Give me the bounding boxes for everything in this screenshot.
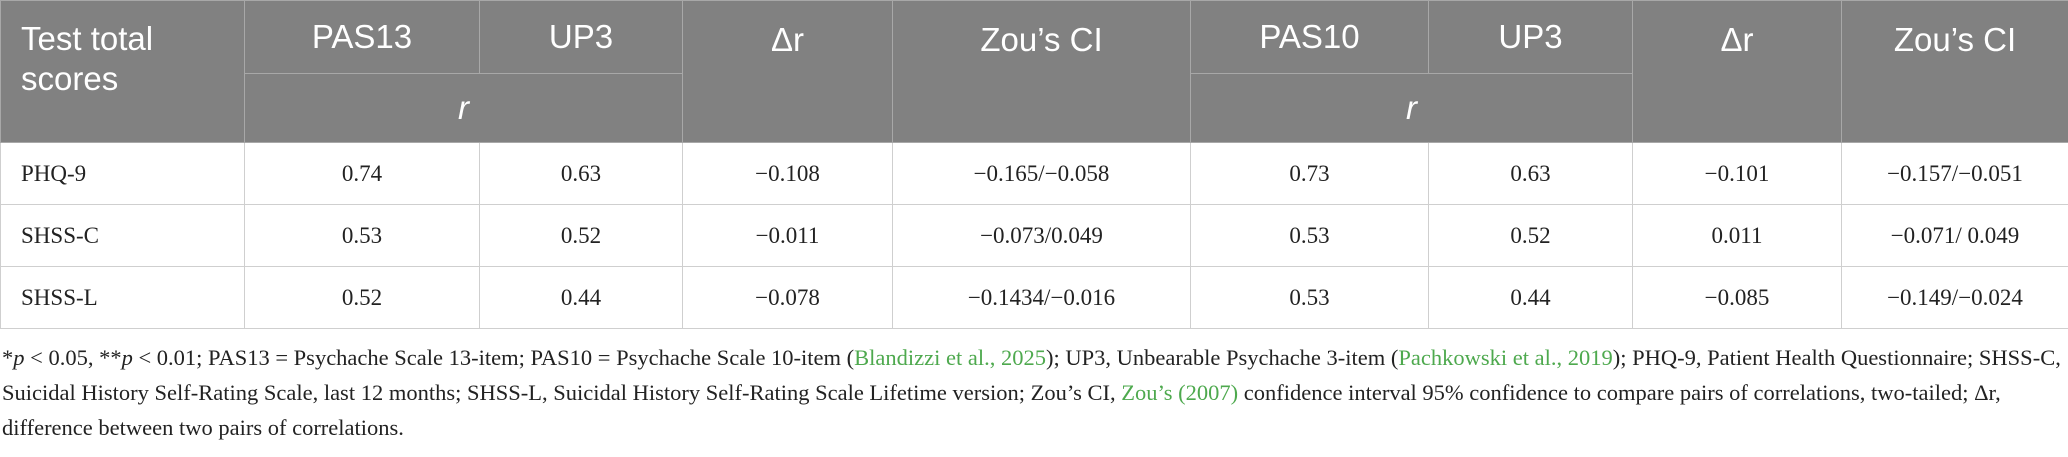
footnote-text: < 0.05, ** — [24, 345, 122, 370]
header-cell: UP3 — [479, 0, 683, 74]
table-head: Test total scores PAS13 UP3 Δr Zou’s CI … — [0, 0, 2068, 143]
row-label: PHQ-9 — [0, 142, 245, 205]
table-cell: 0.73 — [1190, 142, 1429, 205]
table-body: PHQ-9 0.74 0.63 −0.108 −0.165/−0.058 0.73 0.63… — [0, 142, 2068, 329]
table-cell: −0.149/−0.024 — [1841, 266, 2068, 329]
table-cell: 0.52 — [244, 266, 480, 329]
header-cell: Δr — [1632, 0, 1842, 143]
table-row: SHSS-L 0.52 0.44 −0.078 −0.1434/−0.016 0.53 0.… — [0, 266, 2068, 329]
row-label: SHSS-C — [0, 204, 245, 267]
table-cell: 0.011 — [1632, 204, 1842, 267]
row-label: SHSS-L — [0, 266, 245, 329]
table-row: PHQ-9 0.74 0.63 −0.108 −0.165/−0.058 0.73 0.63… — [0, 142, 2068, 205]
table-cell: 0.44 — [479, 266, 683, 329]
table-cell: 0.53 — [1190, 204, 1429, 267]
header-cell: Zou’s CI — [1841, 0, 2068, 143]
table-cell: −0.157/−0.051 — [1841, 142, 2068, 205]
table-cell: −0.011 — [682, 204, 893, 267]
citation-link[interactable]: Pachkowski et al., 2019 — [1398, 345, 1613, 370]
header-row: r r — [1, 73, 2068, 143]
table-cell: −0.165/−0.058 — [892, 142, 1191, 205]
footnote-text: p — [13, 345, 25, 370]
table-row: SHSS-C 0.53 0.52 −0.011 −0.073/0.049 0.53 0.52… — [0, 204, 2068, 267]
header-cell: r — [244, 73, 683, 143]
footnote: *p < 0.05, **p < 0.01; PAS13 = Psychache… — [2, 340, 2062, 445]
citation-link[interactable]: Blandizzi et al., 2025 — [854, 345, 1046, 370]
table-cell: 0.63 — [1428, 142, 1633, 205]
footnote-text: ); UP3, Unbearable Psychache 3-item ( — [1046, 345, 1399, 370]
header-cell: r — [1190, 73, 1633, 143]
footnote-text: < 0.01; PAS13 = Psychache Scale 13-item;… — [132, 345, 855, 370]
header-cell: Test total scores — [0, 0, 245, 143]
footnote-text: ); PHQ-9, Patient Health Questionnaire; … — [2, 345, 2061, 405]
table-cell: 0.44 — [1428, 266, 1633, 329]
table-cell: 0.52 — [1428, 204, 1633, 267]
table-cell: 0.53 — [1190, 266, 1429, 329]
table-cell: −0.073/0.049 — [892, 204, 1191, 267]
table-cell: 0.74 — [244, 142, 480, 205]
footnote-text: p — [121, 345, 133, 370]
footnote-text: * — [2, 345, 14, 370]
header-row: Test total scores PAS13 UP3 Δr Zou’s CI … — [0, 0, 2068, 143]
table-cell: 0.52 — [479, 204, 683, 267]
table-cell: −0.085 — [1632, 266, 1842, 329]
header-cell: PAS10 — [1190, 0, 1429, 74]
header-cell: Zou’s CI — [892, 0, 1191, 143]
table-cell: 0.63 — [479, 142, 683, 205]
header-cell: Δr — [682, 0, 893, 143]
header-cell: PAS13 — [244, 0, 480, 74]
table-cell: −0.071/ 0.049 — [1841, 204, 2068, 267]
table-cell: −0.078 — [682, 266, 893, 329]
header-cell: UP3 — [1428, 0, 1633, 74]
data-table: Test total scores PAS13 UP3 Δr Zou’s CI … — [0, 0, 2068, 329]
footnote-text: confidence interval 95% confidence to co… — [2, 380, 2001, 440]
table-cell: −0.108 — [682, 142, 893, 205]
table-cell: 0.53 — [244, 204, 480, 267]
table-cell: −0.101 — [1632, 142, 1842, 205]
table-cell: −0.1434/−0.016 — [892, 266, 1191, 329]
citation-link[interactable]: Zou’s (2007) — [1121, 380, 1239, 405]
